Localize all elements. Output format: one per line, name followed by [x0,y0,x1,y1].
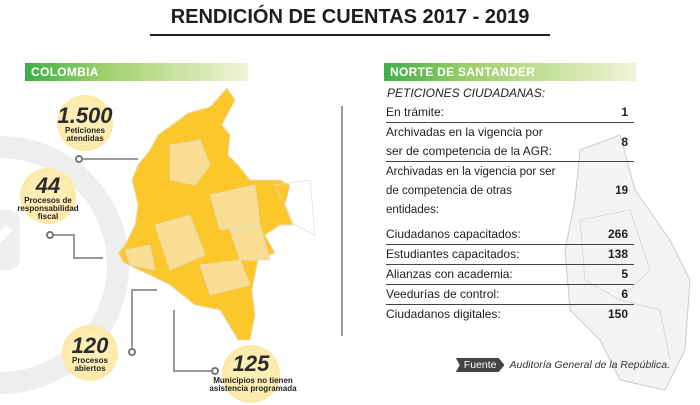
table-row: Ciudadanos digitales: 150 [386,305,634,324]
norte-header: NORTE DE SANTANDER [384,63,636,81]
stat-value: 125 [232,351,270,376]
stat-caption: Procesos abiertos [71,356,109,373]
table-row: Veedurías de control: 6 [386,285,634,305]
stat-value: 1.500 [57,103,113,128]
connector-line [131,289,133,348]
table-row: Ciudadanos capacitados: 266 [386,225,634,245]
row-value: 19 [615,185,628,197]
connector-line [173,310,175,371]
source-note: Fuente Auditoría General de la República… [455,358,670,372]
divider [341,106,343,336]
connector-dot [46,231,54,239]
watermark-check-icon [0,136,129,394]
row-label: Alianzas con academia: [386,267,513,281]
row-value: 1 [621,105,628,119]
row-value: 5 [621,267,628,281]
connector-dot [128,348,136,356]
stat-caption: Municipios no tienen asistencia programa… [209,376,297,393]
connector-line [173,370,211,372]
stat-responsabilidad: 44 Procesos de responsabilidad fiscal [17,168,79,224]
row-label: Veedurías de control: [386,287,500,301]
table-row: En trámite: 1 [386,103,634,123]
row-label: Archivadas en la vigencia por ser de com… [386,125,553,158]
stat-caption: Peticiones atendidas [64,126,105,143]
row-label: Ciudadanos capacitados: [386,227,521,241]
connector-dot [211,367,219,375]
page-title: RENDICIÓN DE CUENTAS 2017 - 2019 [170,6,530,28]
row-label: En trámite: [386,105,445,119]
colombia-map [117,87,316,341]
colombia-header: COLOMBIA [25,63,248,81]
table-row: Alianzas con academia: 5 [386,265,634,285]
stat-peticiones: 1.500 Peticiones atendidas [57,95,113,151]
row-value: 266 [607,227,628,241]
connector-line [131,289,157,291]
connector-line [54,234,74,236]
stat-municipios: 125 [222,345,280,403]
connector-line [83,158,138,160]
stat-value: 120 [71,333,109,358]
connector-line [73,257,103,259]
row-value: 6 [621,287,628,301]
table-row: Archivadas en la vigencia por ser de com… [386,163,634,220]
peticiones-subtitle: PETICIONES CIUDADANAS: [387,86,546,100]
connector-line [73,234,75,258]
row-label: Ciudadanos digitales: [386,307,501,321]
stat-caption: Procesos de responsabilidad fiscal [17,196,79,221]
row-label: Archivadas en la vigencia por ser de com… [386,166,556,216]
connector-dot [75,155,83,163]
table-row: Estudiantes capacitados: 138 [386,245,634,265]
row-value: 8 [621,134,628,149]
source-tag: Fuente [455,358,505,372]
title-underline [150,34,550,36]
row-value: 138 [607,247,628,261]
row-label: Estudiantes capacitados: [386,247,520,261]
table-row: Archivadas en la vigencia por ser de com… [386,123,634,162]
stat-procesos-abiertos: 120 Procesos abiertos [62,325,118,381]
source-text: Auditoría General de la República. [509,359,670,371]
norte-santander-map [564,134,691,391]
row-value: 150 [607,307,628,321]
stat-value: 44 [35,173,61,198]
